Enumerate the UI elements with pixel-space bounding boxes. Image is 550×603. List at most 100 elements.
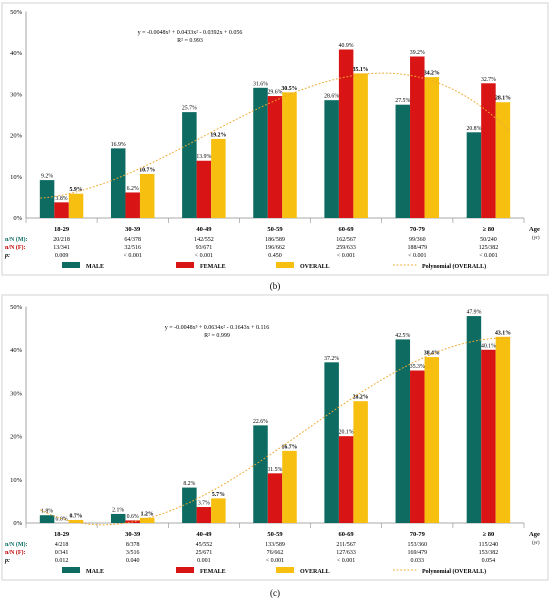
stat-cell: 0.040 (126, 558, 140, 564)
value-label-female: 32.7% (481, 77, 496, 83)
bars (39, 316, 511, 523)
value-label-male: 28.6% (324, 94, 339, 100)
stat-cell: 196/662 (265, 245, 285, 251)
bar-male (182, 487, 197, 523)
value-label-male: 31.6% (253, 81, 268, 87)
bar-overall (139, 517, 155, 523)
legend: MALE FEMALE OVERALL Polynomial (OVERALL) (62, 567, 486, 575)
bar-male (324, 100, 339, 218)
stat-cell: < 0.001 (479, 253, 497, 259)
row-label-male: n/N (M): (5, 541, 28, 548)
legend-label-female: FEMALE (200, 264, 226, 270)
bars (39, 49, 511, 218)
value-label-female: 39.2% (410, 50, 425, 56)
stat-cell: < 0.001 (337, 253, 355, 259)
stat-cell: 8/378 (126, 542, 140, 548)
stat-cell: 0.033 (411, 558, 425, 564)
value-label-female: 13.9% (196, 154, 211, 160)
row-label-female: n/N (F): (5, 549, 26, 556)
value-label-male: 22.6% (253, 419, 268, 425)
stat-cell: 76/662 (267, 550, 284, 556)
y-tick-label: 0% (13, 520, 22, 527)
stat-cell: < 0.001 (195, 253, 213, 259)
bar-overall (211, 498, 226, 523)
category-label: 60-69 (339, 531, 355, 538)
bar-overall (68, 519, 84, 523)
legend-swatch-male (62, 567, 80, 573)
value-label-overall: 38.4% (424, 351, 440, 357)
panel-caption-b: (b) (270, 281, 281, 291)
bar-overall (353, 401, 368, 523)
stat-cell: 93/671 (196, 245, 213, 251)
bar-male (110, 148, 126, 218)
value-label-female: 0.0% (56, 517, 68, 523)
y-tick-label: 30% (10, 390, 23, 397)
bar-female (196, 160, 212, 218)
value-label-female: 35.3% (410, 364, 425, 370)
bar-male (39, 180, 55, 218)
value-labels: 9.2% 16.9% 25.7% 31.6% 28.6% 27.5% 20.8% 3.8% 6.… (41, 43, 511, 202)
category-label: 40-49 (196, 531, 212, 538)
bar-female (125, 192, 140, 218)
trend-r-squared: R² = 0.993 (177, 38, 203, 44)
y-tick-label: 0% (13, 215, 22, 222)
legend: MALE FEMALE OVERALL Polynomial (OVERALL) (62, 262, 486, 270)
bar-female (338, 436, 354, 523)
bar-female (481, 349, 496, 523)
value-label-female: 3.8% (56, 196, 68, 202)
row-label-p: p: (4, 558, 10, 564)
stat-cell: 20/218 (53, 237, 70, 243)
legend-label-female: FEMALE (200, 569, 226, 575)
bar-overall (68, 193, 84, 218)
value-label-male: 20.8% (466, 126, 481, 132)
category-label: ≥ 80 (483, 531, 495, 538)
y-axis-ticks: 0% 10% 20% 30% 40% 50% (10, 304, 23, 527)
category-label: ≥ 80 (483, 226, 495, 233)
value-label-overall: 10.7% (139, 167, 155, 173)
category-label: 70-79 (410, 531, 426, 538)
value-label-male: 42.5% (395, 333, 410, 339)
legend-label-overall: OVERALL (300, 569, 330, 575)
y-tick-label: 40% (10, 50, 23, 57)
value-label-male: 2.1% (112, 507, 124, 513)
category-label: 18-29 (54, 226, 70, 233)
trend-equation: y = -0.0048x³ + 0.0433x² - 0.0392x + 0.0… (138, 30, 243, 36)
bar-overall (424, 357, 440, 523)
x-category-labels: 18-29 30-39 40-49 50-59 60-69 70-79 ≥ 80 (54, 531, 494, 538)
age-axis-unit: (yr) (532, 541, 540, 546)
trendline (40, 337, 510, 526)
bar-male (466, 132, 482, 218)
bar-overall (282, 450, 297, 523)
stat-cell: 153/382 (479, 550, 499, 556)
value-label-male: 27.5% (395, 98, 410, 104)
category-label: 70-79 (410, 226, 426, 233)
value-label-female: 6.2% (127, 186, 139, 192)
panel-border (1, 294, 549, 581)
stat-cell: 125/382 (479, 245, 499, 251)
bar-overall (282, 92, 297, 218)
legend-swatch-female (176, 262, 194, 268)
legend-label-male: MALE (86, 569, 104, 575)
category-label: 50-59 (267, 531, 283, 538)
legend-swatch-overall (276, 262, 294, 268)
value-label-overall: 35.1% (353, 67, 369, 73)
y-tick-label: 20% (10, 434, 23, 441)
stat-cell: < 0.001 (337, 558, 355, 564)
bar-female (481, 83, 496, 218)
row-label-male: n/N (M): (5, 236, 28, 243)
value-label-overall: 28.2% (353, 395, 369, 401)
chart-panel-b: 0% 10% 20% 30% 40% 50% 9.2% 16.9% 25.7% 31.… (1, 2, 549, 276)
age-axis-unit: (yr) (532, 236, 540, 241)
y-tick-label: 30% (10, 91, 23, 98)
stat-cell: 25/671 (196, 550, 213, 556)
y-tick-label: 10% (10, 477, 23, 484)
stat-cell: 50/240 (480, 237, 497, 243)
bar-female (267, 96, 283, 218)
stat-cell: 127/633 (336, 550, 356, 556)
value-label-male: 16.9% (111, 142, 126, 148)
y-tick-label: 20% (10, 133, 23, 140)
value-label-overall: 16.7% (282, 444, 298, 450)
value-label-female: 3.7% (198, 501, 210, 507)
value-label-female: 20.1% (339, 430, 354, 436)
